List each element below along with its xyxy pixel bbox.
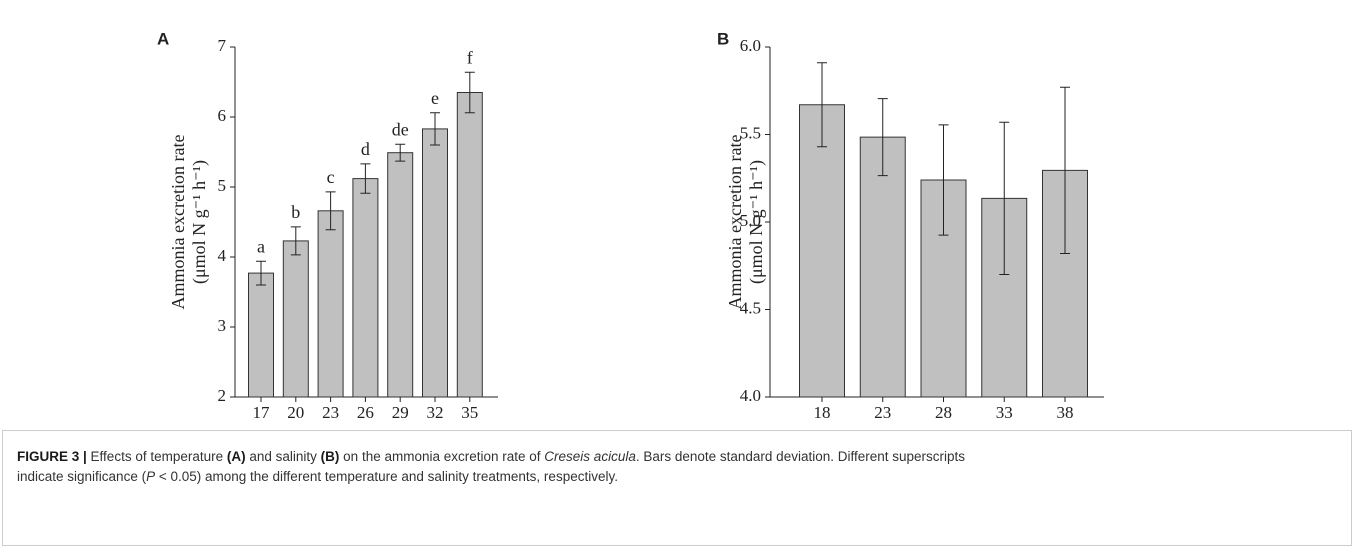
- x-tick-label: 32: [427, 403, 444, 422]
- significance-letter: a: [257, 236, 265, 256]
- caption-text: < 0.05) among the different temperature …: [155, 469, 618, 484]
- bar: [282, 240, 309, 398]
- y-tick-label: 4.5: [740, 298, 761, 317]
- x-tick-label: 23: [322, 403, 339, 422]
- error-bar: [325, 191, 336, 231]
- significance-letter: c: [327, 167, 335, 187]
- error-bar: [999, 121, 1010, 275]
- error-bar: [817, 62, 827, 148]
- y-tick-label: 6: [218, 106, 227, 125]
- x-tick-label: 29: [392, 403, 409, 422]
- error-bar: [290, 226, 301, 256]
- error-bar: [464, 71, 475, 114]
- significance-letter: f: [467, 47, 473, 67]
- caption-text: (A): [226, 449, 246, 464]
- error-bar: [877, 98, 888, 177]
- bar: [456, 92, 483, 398]
- error-bar: [938, 124, 949, 236]
- y-tick-label: 3: [218, 316, 227, 335]
- x-tick-label: 26: [357, 403, 374, 422]
- caption-text: . Bars denote standard deviation. Differ…: [635, 449, 966, 464]
- error-bar: [360, 163, 371, 194]
- significance-letter: b: [291, 202, 300, 222]
- caption-text: and salinity: [245, 449, 321, 464]
- bar: [422, 128, 448, 398]
- caption: FIGURE 3 | Effects of temperature (A) an…: [2, 430, 1352, 546]
- x-tick-label: 38: [1057, 403, 1074, 422]
- bar: [859, 136, 906, 398]
- x-tick-label: 35: [461, 403, 478, 422]
- x-tick-label: 17: [253, 403, 271, 422]
- y-tick-label: 5.5: [740, 123, 761, 142]
- y-tick-label: 2: [218, 386, 227, 405]
- panel-label: A: [157, 29, 169, 48]
- x-tick-label: 28: [935, 403, 952, 422]
- caption-label: FIGURE 3 |: [17, 449, 91, 464]
- bar: [799, 104, 845, 398]
- bar: [317, 210, 344, 398]
- bar: [248, 272, 274, 398]
- bar: [352, 178, 379, 398]
- caption-text: (B): [320, 449, 340, 464]
- y-axis-label: (μmol N g⁻¹ h⁻¹): [189, 160, 210, 284]
- y-axis-label: Ammonia excretion rate: [725, 135, 745, 310]
- significance-letter: d: [361, 139, 370, 159]
- error-bar: [1060, 86, 1070, 254]
- caption-text: Creseis acicula: [544, 449, 636, 464]
- x-tick-label: 20: [287, 403, 304, 422]
- caption-text: Effects of temperature: [90, 449, 227, 464]
- caption-text: P: [146, 469, 156, 484]
- significance-letter: e: [431, 88, 439, 108]
- x-tick-label: 33: [996, 403, 1013, 422]
- panel-label: B: [717, 29, 729, 48]
- y-axis-label: Ammonia excretion rate: [168, 135, 188, 310]
- error-bar: [395, 143, 406, 162]
- y-tick-label: 5: [218, 176, 227, 195]
- significance-letter: de: [392, 119, 409, 139]
- bar: [387, 152, 414, 398]
- y-tick-label: 4: [218, 246, 227, 265]
- y-tick-label: 5.0: [740, 211, 761, 230]
- y-axis-label: (μmol N g⁻¹ h⁻¹): [746, 160, 767, 284]
- x-tick-label: 18: [814, 403, 831, 422]
- y-tick-label: 4.0: [740, 386, 761, 405]
- caption-text: indicate significance (: [17, 469, 147, 484]
- y-tick-label: 6.0: [740, 36, 761, 55]
- error-bar: [430, 112, 440, 146]
- x-tick-label: 23: [874, 403, 891, 422]
- caption-text: on the ammonia excretion rate of: [339, 449, 545, 464]
- error-bar: [256, 260, 266, 286]
- y-tick-label: 7: [218, 36, 227, 55]
